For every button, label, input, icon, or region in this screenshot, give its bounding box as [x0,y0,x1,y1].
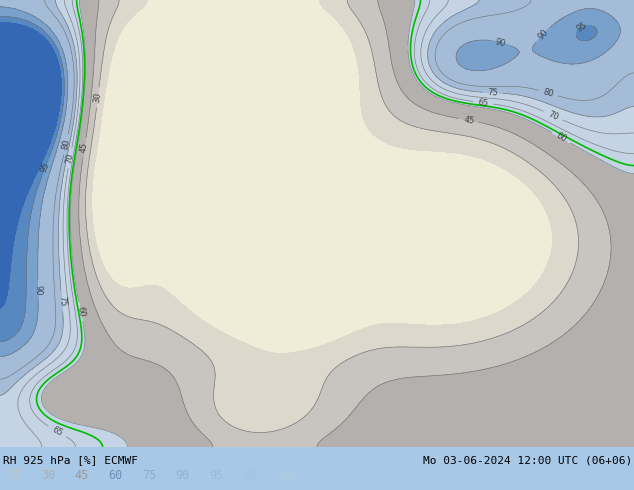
Text: 45: 45 [79,142,89,154]
Text: 95: 95 [209,469,223,482]
Text: 60: 60 [554,131,568,144]
Text: 65: 65 [477,98,489,108]
Text: 65: 65 [50,425,64,438]
Text: Mo 03-06-2024 12:00 UTC (06+06): Mo 03-06-2024 12:00 UTC (06+06) [424,456,633,466]
Text: 90: 90 [495,37,507,48]
Text: 70: 70 [547,109,560,122]
Text: RH 925 hPa [%] ECMWF: RH 925 hPa [%] ECMWF [3,456,138,466]
Text: 80: 80 [542,87,555,99]
Text: 80: 80 [61,138,72,150]
Text: 95: 95 [39,160,51,173]
Text: 30: 30 [93,92,103,103]
Text: 75: 75 [487,88,498,98]
Text: 60: 60 [75,305,86,318]
Text: 90: 90 [34,285,42,295]
Text: 75: 75 [57,295,67,307]
Text: 70: 70 [65,152,75,164]
Text: 90: 90 [536,28,550,42]
Text: 90: 90 [176,469,190,482]
Text: 45: 45 [463,115,475,125]
Text: 45: 45 [75,469,89,482]
Text: 95: 95 [575,21,588,34]
Text: 75: 75 [142,469,156,482]
Text: 15: 15 [8,469,22,482]
Text: 60: 60 [108,469,122,482]
Text: 99: 99 [243,469,257,482]
Text: 100: 100 [276,469,298,482]
Text: 30: 30 [41,469,55,482]
